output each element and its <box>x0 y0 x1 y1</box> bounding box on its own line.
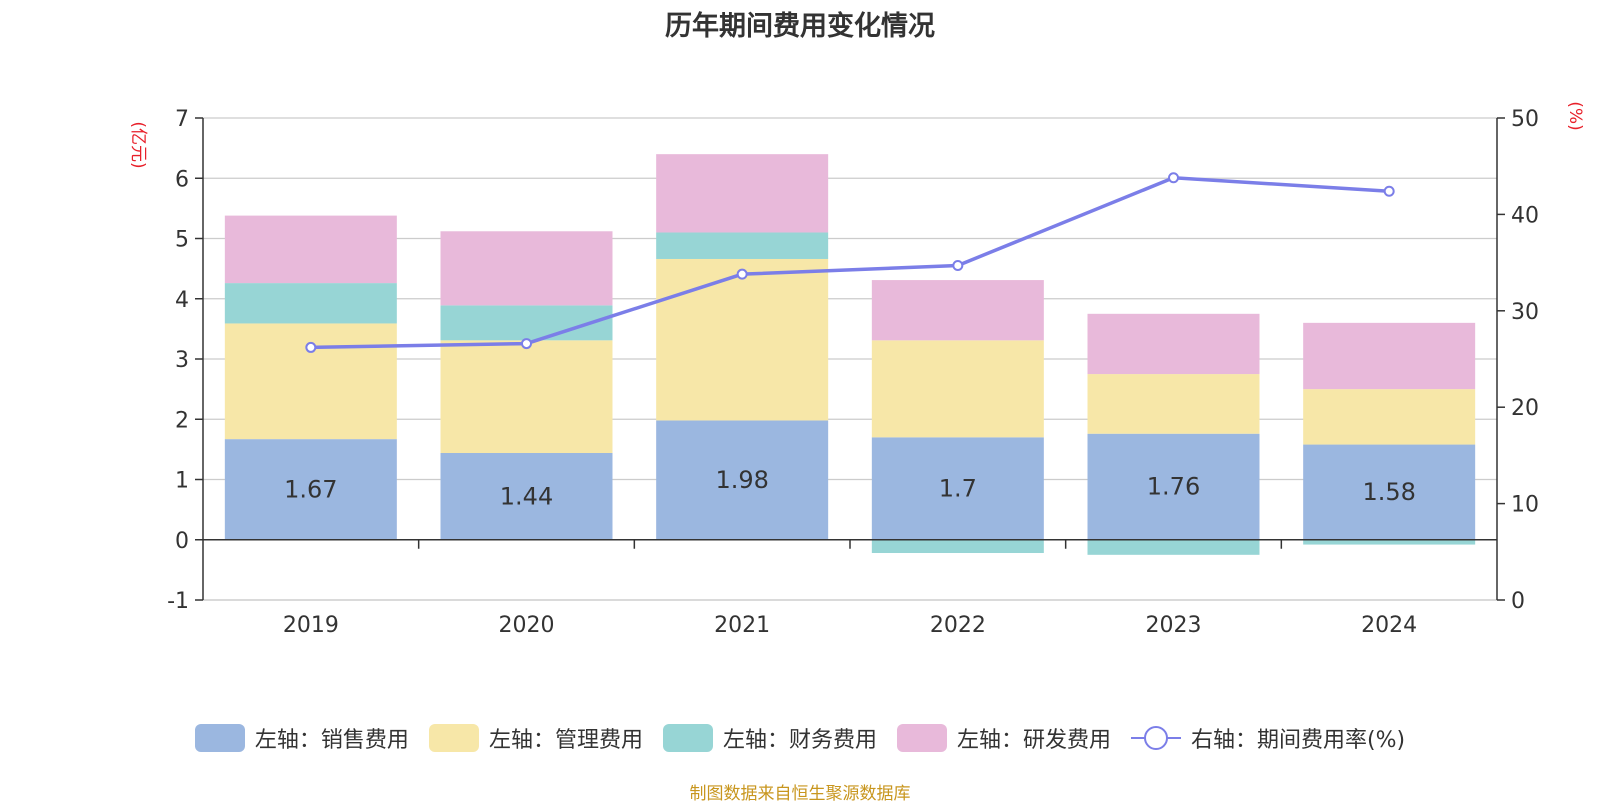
legend-item[interactable]: 左轴：管理费用 <box>428 722 643 754</box>
bar-finance-2024 <box>1303 539 1476 545</box>
y-right-tick-label: 50 <box>1511 107 1539 132</box>
legend-item[interactable]: 右轴：期间费用率(%) <box>1130 722 1406 754</box>
x-tick-label-2023: 2023 <box>1146 613 1202 638</box>
chart-title: 历年期间费用变化情况 <box>665 11 935 42</box>
bar-rd-2022 <box>871 280 1044 341</box>
legend-item[interactable]: 左轴：财务费用 <box>662 722 877 754</box>
y-left-tick-label: 4 <box>175 288 189 313</box>
y-right-tick-label: 40 <box>1511 203 1539 228</box>
chart-legend: 左轴：销售费用 左轴：管理费用 左轴：财务费用 左轴：研发费用 右轴：期间费用率(%) <box>0 722 1600 754</box>
y-right-unit-label: (%) <box>1565 101 1585 130</box>
data-label-2019: 1.67 <box>284 475 337 503</box>
bar-rd-2019 <box>224 215 397 284</box>
y-right-tick-label: 20 <box>1511 396 1539 421</box>
x-tick-label-2022: 2022 <box>930 613 986 638</box>
point-expense-rate-2019 <box>305 341 317 353</box>
y-left-tick-label: 7 <box>175 107 189 132</box>
bar-finance-2021 <box>656 232 829 259</box>
legend-swatch <box>896 724 947 752</box>
bar-rd-2021 <box>656 154 829 233</box>
y-right-tick-label: 0 <box>1511 589 1525 614</box>
legend-label: 左轴：销售费用 <box>254 728 409 753</box>
point-expense-rate-2024 <box>1383 185 1395 197</box>
bar-admin-2021 <box>656 258 829 421</box>
data-label-2021: 1.98 <box>715 466 768 494</box>
y-left-tick-label: -1 <box>167 589 189 614</box>
bar-sales-2024 <box>1303 444 1476 540</box>
bar-rd-2020 <box>440 231 613 306</box>
point-expense-rate-2023 <box>1168 172 1179 184</box>
legend-label: 左轴：管理费用 <box>488 728 643 753</box>
data-label-2020: 1.44 <box>500 482 553 510</box>
legend-swatch <box>428 724 479 752</box>
legend-line-marker <box>1130 724 1181 752</box>
data-label-2022: 1.7 <box>939 475 977 503</box>
point-expense-rate-2021 <box>736 268 748 280</box>
legend-label: 右轴：期间费用率(%) <box>1190 728 1406 753</box>
y-left-tick-label: 3 <box>175 348 189 373</box>
bar-admin-2022 <box>871 340 1044 438</box>
bar-sales-2020 <box>440 452 613 540</box>
x-tick-label-2024: 2024 <box>1361 613 1417 638</box>
bar-admin-2024 <box>1303 389 1476 445</box>
bar-admin-2020 <box>440 340 613 453</box>
x-tick-label-2020: 2020 <box>499 613 555 638</box>
legend-label: 左轴：研发费用 <box>956 728 1111 753</box>
y-left-tick-label: 1 <box>175 469 189 494</box>
legend-swatch <box>662 724 713 752</box>
data-label-2024: 1.58 <box>1362 478 1415 506</box>
y-left-tick-label: 5 <box>175 228 189 253</box>
bar-finance-2020 <box>440 305 613 341</box>
x-tick-label-2019: 2019 <box>283 613 339 638</box>
line-expense-rate <box>310 175 1390 350</box>
bar-rd-2024 <box>1303 322 1476 390</box>
x-tick-label-2021: 2021 <box>714 613 770 638</box>
source-note: 制图数据来自恒生聚源数据库 <box>689 784 911 804</box>
point-expense-rate-2020 <box>521 338 532 350</box>
y-left-tick-label: 6 <box>175 167 189 192</box>
bar-rd-2023 <box>1087 313 1260 375</box>
point-expense-rate-2022 <box>952 259 964 271</box>
bar-sales-2022 <box>871 437 1044 540</box>
bar-finance-2023 <box>1087 539 1260 555</box>
y-left-tick-label: 0 <box>175 529 189 554</box>
legend-item[interactable]: 左轴：销售费用 <box>194 722 409 754</box>
bar-sales-2019 <box>224 439 397 540</box>
y-right-tick-label: 30 <box>1511 300 1539 325</box>
y-left-unit-label: (亿元) <box>128 121 148 168</box>
bar-admin-2019 <box>224 323 397 440</box>
legend-item[interactable]: 左轴：研发费用 <box>896 722 1111 754</box>
bar-sales-2021 <box>656 420 829 540</box>
bar-finance-2019 <box>224 283 397 324</box>
bar-finance-2022 <box>871 539 1044 554</box>
y-right-tick-label: 10 <box>1511 493 1539 518</box>
y-left-tick-label: 2 <box>175 408 189 433</box>
data-label-2023: 1.76 <box>1147 473 1200 501</box>
bar-sales-2023 <box>1087 433 1260 540</box>
legend-label: 左轴：财务费用 <box>722 728 877 753</box>
legend-swatch <box>194 724 245 752</box>
bar-admin-2023 <box>1087 374 1260 434</box>
